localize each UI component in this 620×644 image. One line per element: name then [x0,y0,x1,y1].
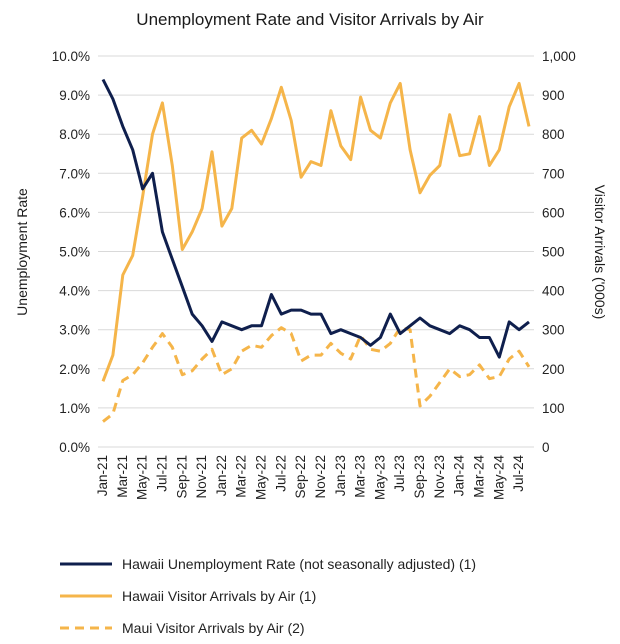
x-tick-label: Mar-24 [471,455,486,498]
left-tick-label: 9.0% [59,88,90,103]
series-line-maui-visitors [102,326,531,423]
left-axis-ticks: 0.0% 1.0% 2.0% 3.0% 4.0% 5.0% 6.0% 7.0% 8.0% 9.0%… [52,49,90,455]
x-tick-label: Nov-21 [194,455,209,499]
x-axis-ticks: Jan-21 Mar-21 May-21 Jul-21 Sep-21 Nov-21 Jan-… [95,455,526,501]
x-tick-label: May-23 [372,455,387,500]
right-tick-label: 200 [542,362,565,377]
left-tick-label: 7.0% [59,166,90,181]
right-tick-label: 800 [542,127,565,142]
right-tick-label: 700 [542,166,565,181]
left-tick-label: 6.0% [59,205,90,220]
left-tick-label: 1.0% [59,401,90,416]
left-tick-label: 5.0% [59,245,90,260]
right-tick-label: 100 [542,401,565,416]
x-tick-label: Sep-23 [412,455,427,499]
right-axis-label: Visitor Arrivals ('000s) [592,185,608,320]
x-tick-label: Jul-21 [154,455,169,492]
x-tick-label: May-22 [254,455,269,500]
legend-label: Hawaii Visitor Arrivals by Air (1) [122,588,317,604]
x-tick-label: May-24 [491,455,506,501]
x-tick-label: Nov-22 [313,455,328,499]
legend-swatch-solid-gold [60,594,112,598]
x-tick-label: Jan-23 [333,455,348,496]
x-tick-label: Sep-21 [174,455,189,499]
right-axis-ticks: 0 100 200 300 400 500 600 700 800 900 1,000 [542,49,576,455]
left-tick-label: 2.0% [59,362,90,377]
legend-item-maui-visitors: Maui Visitor Arrivals by Air (2) [60,612,476,644]
x-tick-label: Jul-23 [392,455,407,492]
x-tick-label: Mar-21 [115,455,130,498]
chart-title: Unemployment Rate and Visitor Arrivals b… [136,10,484,29]
x-tick-label: Jan-22 [214,455,229,496]
x-tick-label: Jan-21 [95,455,110,496]
right-tick-label: 400 [542,284,565,299]
right-tick-label: 300 [542,323,565,338]
series-line-hawaii-visitors [101,81,531,382]
legend-swatch-solid-navy [60,562,112,566]
x-tick-label: Jul-22 [273,455,288,492]
right-tick-label: 600 [542,205,565,220]
legend-item-hawaii-unemployment: Hawaii Unemployment Rate (not seasonally… [60,548,476,580]
x-tick-label: Jan-24 [452,455,467,497]
left-tick-label: 3.0% [59,323,90,338]
right-tick-label: 900 [542,88,565,103]
legend-label: Hawaii Unemployment Rate (not seasonally… [122,556,477,572]
x-tick-label: Nov-23 [432,455,447,499]
x-tick-label: Jul-24 [511,455,526,492]
series-layer [101,78,531,423]
right-tick-label: 0 [542,440,550,455]
right-tick-label: 1,000 [542,49,576,64]
left-axis-label: Unemployment Rate [14,188,30,316]
left-tick-label: 8.0% [59,127,90,142]
x-tick-label: May-21 [135,455,150,500]
legend: Hawaii Unemployment Rate (not seasonally… [60,548,476,644]
x-tick-label: Mar-23 [353,455,368,498]
legend-label: Maui Visitor Arrivals by Air (2) [122,620,305,636]
series-line-hawaii-unemployment [101,78,530,359]
left-tick-label: 10.0% [52,49,90,64]
legend-swatch-dashed-gold [60,626,112,630]
chart: Unemployment Rate and Visitor Arrivals b… [14,10,608,501]
left-tick-label: 4.0% [59,284,90,299]
x-tick-label: Sep-22 [293,455,308,499]
x-tick-label: Mar-22 [234,455,249,498]
left-tick-label: 0.0% [59,440,90,455]
right-tick-label: 500 [542,245,565,260]
legend-item-hawaii-visitors: Hawaii Visitor Arrivals by Air (1) [60,580,476,612]
